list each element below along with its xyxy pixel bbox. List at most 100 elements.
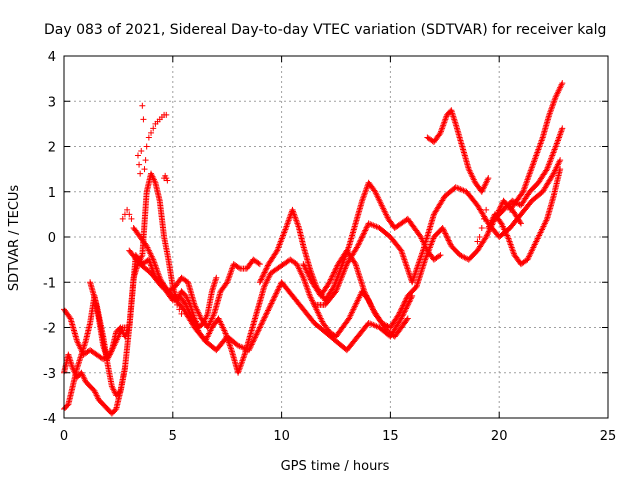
data-point <box>254 328 261 335</box>
data-point <box>262 266 269 273</box>
data-point <box>256 279 263 286</box>
data-point <box>252 332 259 339</box>
grid-lines <box>64 56 608 418</box>
data-point <box>136 161 143 168</box>
data-point <box>264 308 271 315</box>
data-point <box>364 295 371 302</box>
data-point <box>399 303 406 310</box>
data-point <box>138 148 145 155</box>
data-point <box>360 231 367 238</box>
data-point <box>265 307 271 314</box>
data-point <box>441 229 448 236</box>
data-point <box>263 265 270 272</box>
data-point <box>124 206 131 213</box>
data-point <box>271 294 278 301</box>
data-point <box>333 265 340 272</box>
data-point <box>446 238 453 245</box>
data-point <box>402 298 409 305</box>
data-point <box>363 224 370 231</box>
data-point <box>128 215 135 222</box>
data-point <box>440 226 447 233</box>
data-point <box>331 269 338 276</box>
data-point <box>249 340 256 347</box>
data-point <box>517 219 524 226</box>
data-point <box>557 157 564 164</box>
data-point <box>260 270 267 277</box>
data-point <box>301 263 308 270</box>
data-point <box>559 125 566 132</box>
data-point <box>260 272 267 279</box>
x-tick-label: 10 <box>273 429 290 444</box>
data-point <box>176 306 183 313</box>
data-point <box>333 263 340 270</box>
data-point <box>485 175 492 182</box>
data-point <box>142 157 149 164</box>
data-point <box>361 289 368 296</box>
y-tick-label: 1 <box>48 186 56 201</box>
x-tick-label: 25 <box>600 429 617 444</box>
x-tick-label: 15 <box>382 429 399 444</box>
data-point <box>145 134 152 141</box>
x-tick-label: 5 <box>169 429 177 444</box>
data-point <box>442 230 449 237</box>
data-point <box>483 206 490 213</box>
data-point <box>446 240 453 247</box>
data-point <box>476 234 483 240</box>
data-point <box>362 227 369 234</box>
data-point <box>442 231 449 238</box>
data-point <box>444 234 451 241</box>
data-point <box>368 303 375 310</box>
axis-ticks: 0 5 10 15 20 25 -4 -3 -2 -1 0 1 2 3 4 <box>43 50 616 444</box>
data-point <box>303 268 310 275</box>
data-point <box>252 334 259 341</box>
data-point <box>365 296 372 303</box>
data-point <box>253 331 260 338</box>
data-point <box>235 264 242 271</box>
y-tick-label: -1 <box>43 276 56 291</box>
data-point <box>116 388 123 395</box>
data-point <box>367 302 374 309</box>
y-tick-label: -3 <box>43 367 56 382</box>
data-point <box>484 231 491 238</box>
data-point <box>361 288 368 295</box>
y-tick-label: -4 <box>43 412 56 427</box>
data-point <box>150 125 157 132</box>
data-point <box>213 274 220 281</box>
y-tick-label: 3 <box>48 95 56 110</box>
data-point <box>247 344 254 351</box>
y-tick-label: 0 <box>48 231 56 246</box>
data-point <box>273 248 280 255</box>
data-point <box>444 236 451 243</box>
data-point <box>363 292 370 299</box>
data-point <box>223 280 230 287</box>
data-point <box>255 260 262 267</box>
data-point <box>266 304 273 311</box>
data-point <box>274 287 281 294</box>
data-point <box>271 293 278 300</box>
data-point <box>246 345 253 352</box>
data-point <box>497 203 504 210</box>
data-point <box>143 143 150 150</box>
x-axis-label: GPS time / hours <box>281 459 390 474</box>
data-point <box>301 262 308 269</box>
y-axis-label: SDTVAR / TECUs <box>7 185 22 292</box>
data-point <box>330 270 337 277</box>
data-point <box>250 337 257 344</box>
data-point <box>356 240 363 247</box>
data-point <box>398 305 405 312</box>
data-point <box>256 261 263 268</box>
data-point <box>403 295 410 302</box>
data-point <box>269 299 276 306</box>
data-point <box>559 80 566 87</box>
data-point <box>361 228 368 235</box>
data-point <box>396 309 403 316</box>
data-point <box>267 301 274 308</box>
data-point <box>268 300 275 307</box>
y-tick-label: -2 <box>43 322 56 337</box>
data-point <box>303 266 310 273</box>
data-point <box>275 286 282 293</box>
data-point <box>164 177 171 184</box>
data-point <box>261 314 268 321</box>
data-point <box>474 238 481 245</box>
